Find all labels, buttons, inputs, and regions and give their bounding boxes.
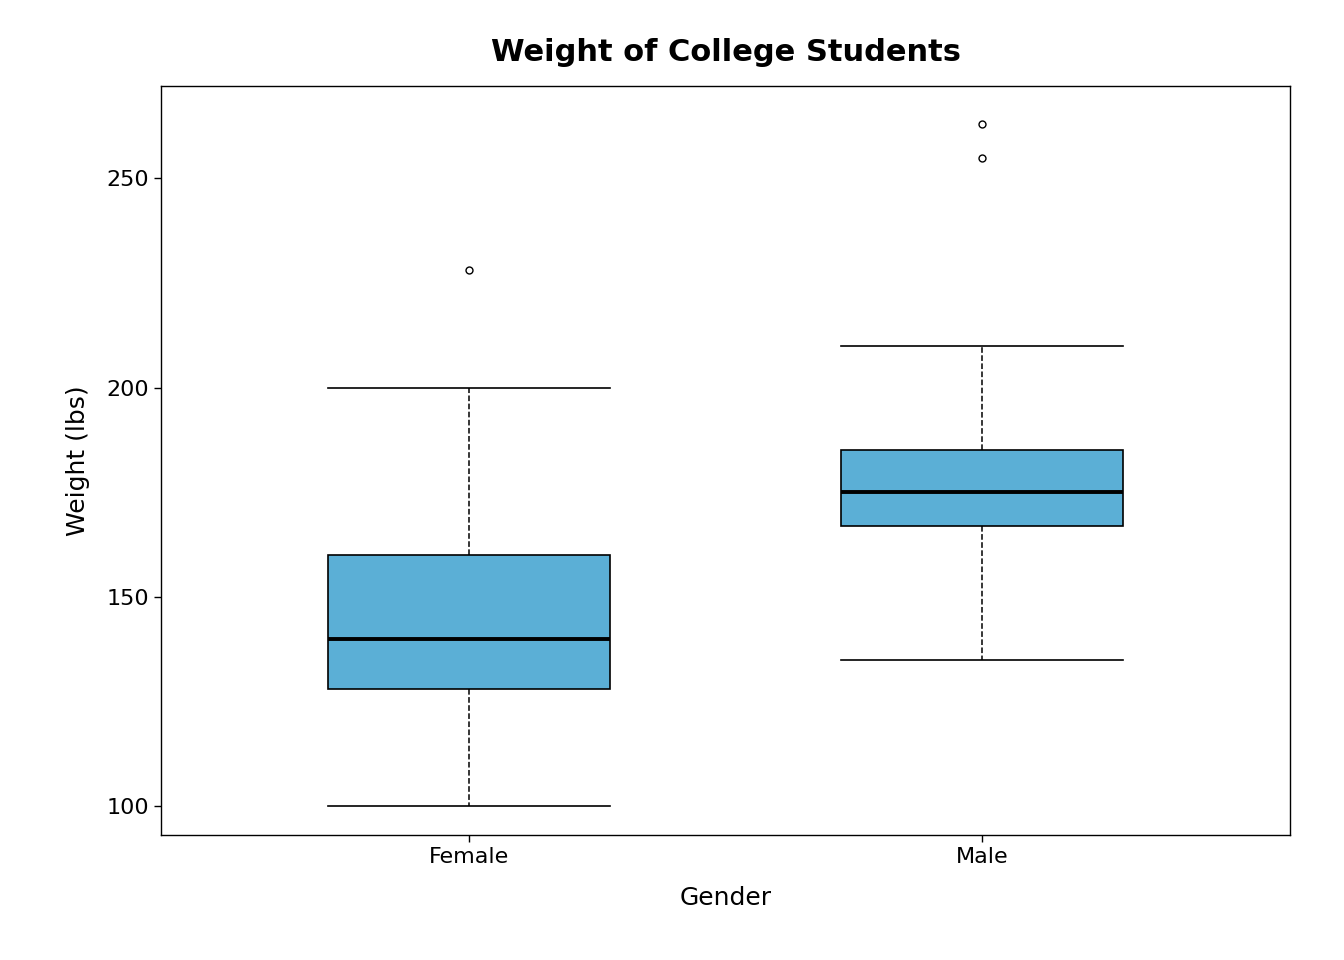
X-axis label: Gender: Gender bbox=[680, 886, 771, 910]
Bar bbox=[328, 555, 610, 688]
Title: Weight of College Students: Weight of College Students bbox=[491, 38, 961, 67]
Y-axis label: Weight (lbs): Weight (lbs) bbox=[66, 386, 90, 536]
Bar bbox=[841, 450, 1124, 526]
